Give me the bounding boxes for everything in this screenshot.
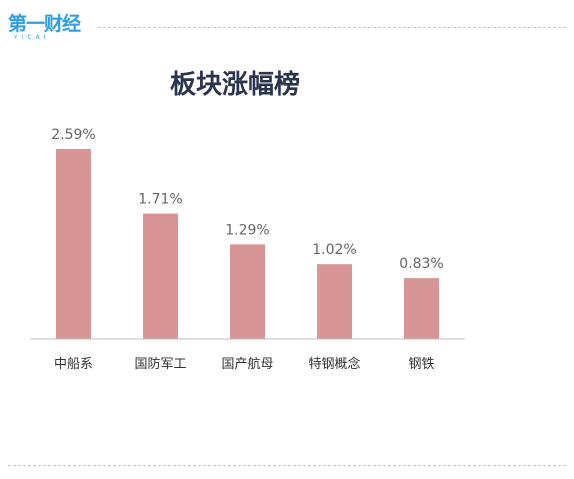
value-label-3: 1.02% — [312, 242, 356, 258]
bar-0 — [56, 149, 91, 339]
bar-1 — [143, 213, 178, 339]
bottom-divider — [8, 465, 566, 466]
value-label-4: 0.83% — [399, 256, 443, 272]
bars-group — [56, 149, 439, 339]
value-label-2: 1.29% — [225, 222, 269, 238]
bar-4 — [404, 278, 439, 339]
logo-text: 第一财经 — [8, 13, 81, 35]
value-label-1: 1.71% — [138, 192, 182, 208]
category-label-2: 国产航母 — [221, 356, 273, 372]
category-label-0: 中船系 — [54, 357, 93, 372]
bar-2 — [230, 244, 265, 339]
logo-subtext: YICAI — [14, 34, 50, 41]
bar-3 — [317, 264, 352, 339]
value-label-0: 2.59% — [51, 127, 95, 143]
category-label-4: 钢铁 — [408, 357, 434, 372]
category-label-1: 国防军工 — [134, 356, 186, 372]
chart-title: 板块涨幅榜 — [169, 70, 300, 100]
category-label-3: 特钢概念 — [308, 356, 360, 372]
labels-group: 2.59% 中船系 1.71% 国防军工 1.29% 国产航母 1.02% 特钢概念 0.83%… — [51, 127, 443, 372]
top-divider — [98, 27, 566, 28]
yicai-logo: 第一财经 YICAI — [8, 13, 81, 44]
